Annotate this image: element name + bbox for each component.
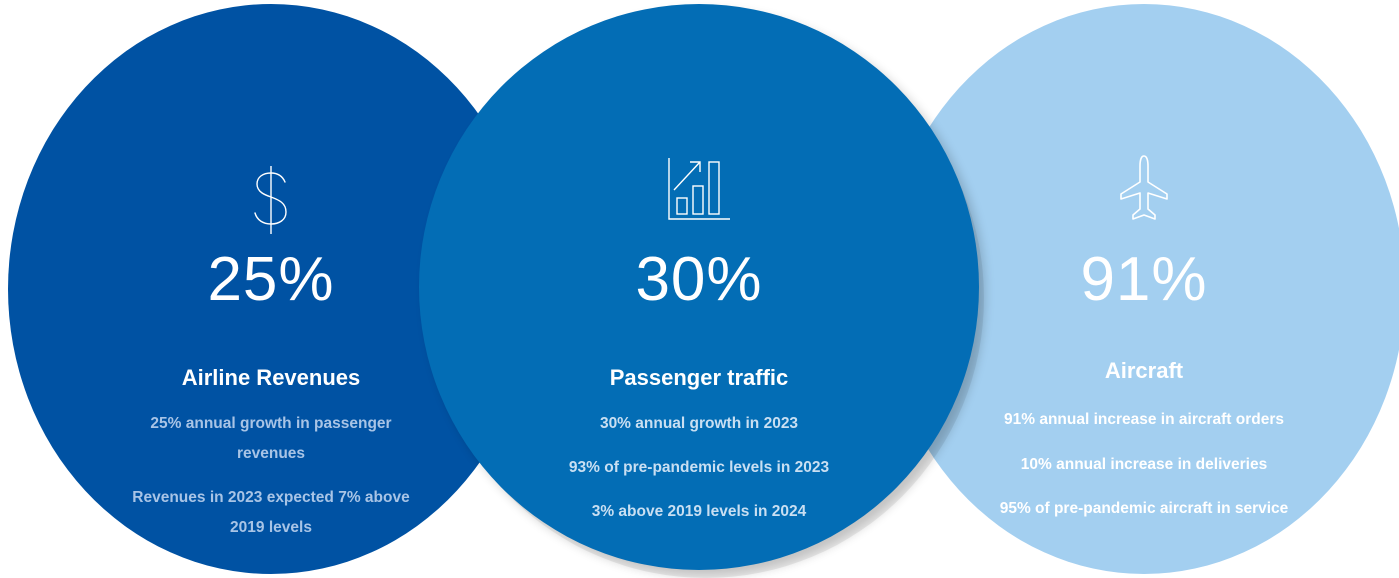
aircraft-card: 91% Aircraft 91% annual increase in airc… <box>883 4 1399 574</box>
revenues-percent: 25% <box>207 245 335 314</box>
aircraft-percent: 91% <box>1080 245 1208 314</box>
dollar-icon <box>251 164 291 241</box>
traffic-line-3: 3% above 2019 levels in 2024 <box>591 503 807 520</box>
airplane-icon <box>1118 154 1170 229</box>
bar-chart-growth-icon <box>666 156 732 227</box>
revenues-line-1: 25% annual growth in passenger <box>150 415 392 432</box>
traffic-line-2: 93% of pre-pandemic levels in 2023 <box>568 459 830 476</box>
aircraft-title: Aircraft <box>1104 358 1184 383</box>
revenues-line-4: 2019 levels <box>230 519 312 536</box>
traffic-card: 30% Passenger traffic 30% annual growth … <box>419 4 979 570</box>
traffic-line-1: 30% annual growth in 2023 <box>599 415 799 432</box>
revenues-line-3: Revenues in 2023 expected 7% above <box>132 489 410 506</box>
revenues-line-2: revenues <box>236 445 306 462</box>
traffic-percent: 30% <box>635 245 763 314</box>
traffic-title: Passenger traffic <box>609 365 789 390</box>
aircraft-line-2: 10% annual increase in deliveries <box>1020 456 1268 473</box>
aircraft-line-3: 95% of pre-pandemic aircraft in service <box>999 500 1289 517</box>
aircraft-line-1: 91% annual increase in aircraft orders <box>1004 411 1284 428</box>
revenues-title: Airline Revenues <box>181 365 361 390</box>
